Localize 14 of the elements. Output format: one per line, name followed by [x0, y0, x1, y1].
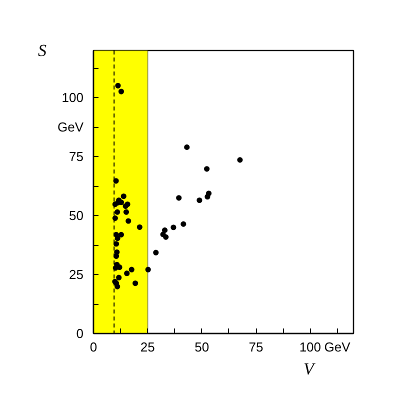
- x-tick-label: 0: [90, 340, 98, 354]
- y-tick-label: 75: [69, 149, 84, 164]
- x-axis-title: V: [304, 360, 316, 378]
- x-tick-label: GeV: [324, 340, 351, 354]
- x-tick-label: 50: [194, 340, 210, 354]
- y-tick-label: 25: [69, 267, 84, 282]
- y-tick-label: 0: [76, 326, 84, 341]
- y-tick-label: GeV: [57, 120, 84, 135]
- x-tick-label: 25: [140, 340, 155, 354]
- y-tick-label: 50: [69, 208, 84, 224]
- x-tick-label: 75: [248, 340, 264, 354]
- y-tick-label: 100: [62, 90, 84, 106]
- y-axis-title: S: [38, 41, 47, 60]
- x-tick-label: 100: [299, 340, 322, 354]
